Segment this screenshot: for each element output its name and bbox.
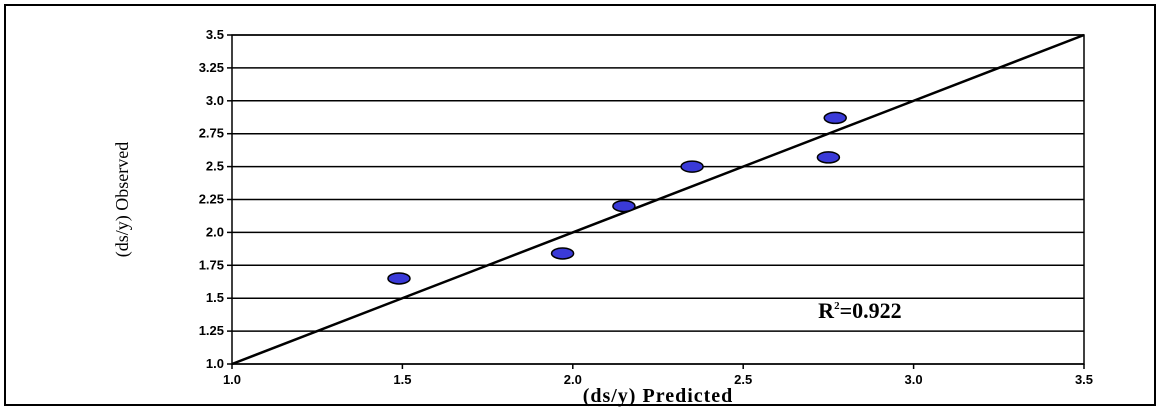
x-tick-label: 3.0 xyxy=(905,372,923,387)
y-tick-label: 2.75 xyxy=(199,126,224,141)
data-point xyxy=(550,247,575,260)
y-axis-label: (ds/y) Observed xyxy=(112,142,133,257)
data-points xyxy=(387,111,847,285)
r-squared-value: =0.922 xyxy=(840,298,902,323)
x-tick-label: 3.5 xyxy=(1075,372,1093,387)
data-point xyxy=(387,272,411,285)
y-tick-label: 1.5 xyxy=(206,290,224,305)
y-tick-label: 1.0 xyxy=(206,356,224,371)
x-axis-label: (ds/y) Predicted xyxy=(583,385,734,407)
y-tick-label: 3.5 xyxy=(206,27,224,42)
plot-area-border xyxy=(231,34,1085,365)
data-point xyxy=(680,160,704,173)
r-squared-superscript: 2 xyxy=(834,300,840,312)
chart-frame: 1.0 1.25 1.5 1.75 2.0 2.25 2.5 2.75 3.0 3.25 3.5 1… xyxy=(4,4,1156,407)
y-tick-label: 3.0 xyxy=(206,93,224,108)
y-tick-label: 2.5 xyxy=(206,159,224,174)
data-point xyxy=(816,151,841,164)
x-tick-labels: 1.0 1.5 2.0 2.5 3.0 3.5 xyxy=(223,372,1093,387)
y-tick-label: 1.25 xyxy=(199,323,224,338)
y-tick-label: 1.75 xyxy=(199,257,224,272)
x-tick-label: 1.5 xyxy=(393,372,411,387)
data-point xyxy=(823,111,847,125)
r-squared-symbol: R xyxy=(818,298,835,323)
y-tick-label: 2.0 xyxy=(206,224,224,239)
scatter-chart: 1.0 1.25 1.5 1.75 2.0 2.25 2.5 2.75 3.0 3.25 3.5 1… xyxy=(112,27,1093,407)
x-tick-label: 1.0 xyxy=(223,372,241,387)
x-tick-label: 2.5 xyxy=(734,372,752,387)
y-tick-labels: 1.0 1.25 1.5 1.75 2.0 2.25 2.5 2.75 3.0 3.25 3.5 xyxy=(199,27,224,371)
reference-line xyxy=(231,33,1085,366)
r-squared-annotation: R2=0.922 xyxy=(818,298,901,323)
x-tick-label: 2.0 xyxy=(564,372,582,387)
y-tick-label: 3.25 xyxy=(199,60,224,75)
y-tick-label: 2.25 xyxy=(199,192,224,207)
data-point xyxy=(612,199,636,213)
